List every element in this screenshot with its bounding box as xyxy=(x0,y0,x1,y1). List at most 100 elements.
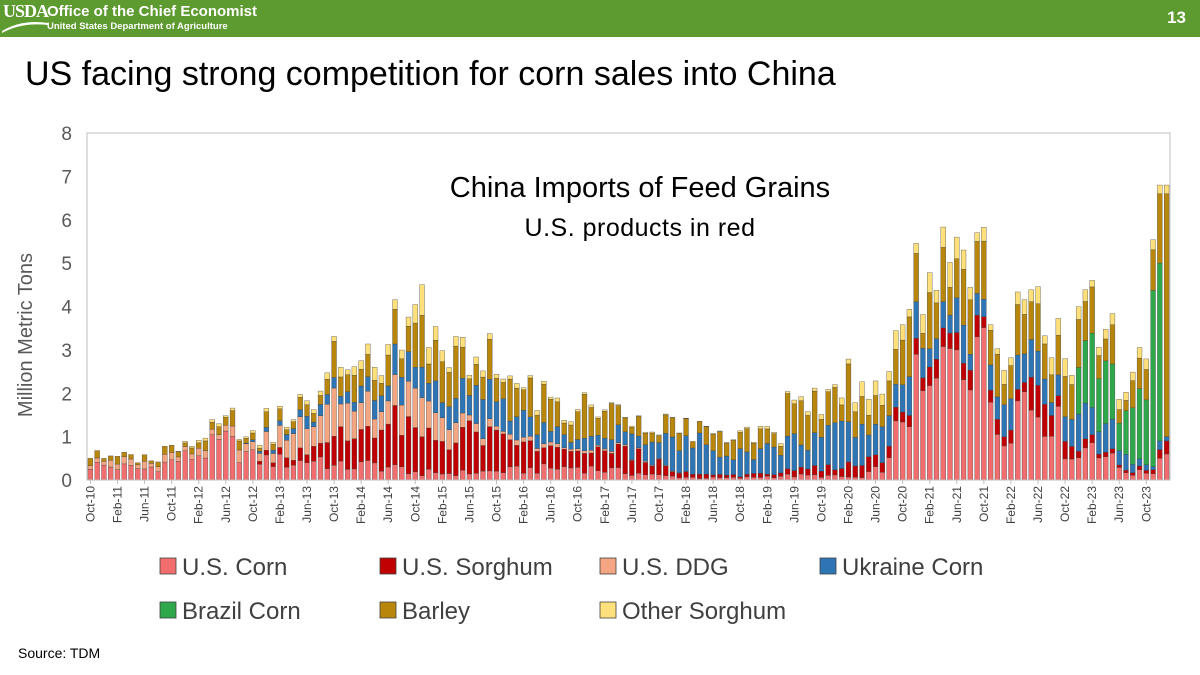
bar-us-sorghum xyxy=(947,332,953,349)
bar-us-sorghum xyxy=(988,389,994,403)
bar-brazil-corn xyxy=(1103,360,1109,424)
bar-other-sorghum xyxy=(825,389,831,392)
bar-ukraine-corn xyxy=(886,415,892,447)
bar-ukraine-corn xyxy=(642,444,649,462)
bar-us-sorghum xyxy=(784,468,791,475)
bar-barley xyxy=(933,302,940,340)
bar-us-sorghum xyxy=(900,411,906,423)
bar-ukraine-corn xyxy=(588,436,594,451)
bar-us-corn xyxy=(825,475,831,481)
bar-barley xyxy=(595,418,601,436)
bar-barley xyxy=(886,380,892,416)
bar-other-sorghum xyxy=(209,419,215,423)
bar-us-sorghum xyxy=(304,454,310,463)
bar-us-sorghum xyxy=(263,450,269,456)
bar-other-sorghum xyxy=(1143,358,1149,370)
bar-other-sorghum xyxy=(886,371,892,382)
bar-other-sorghum xyxy=(466,374,473,380)
bar-us-sorghum xyxy=(764,474,770,477)
bar-ukraine-corn xyxy=(290,428,297,434)
bar-us-corn xyxy=(351,468,357,481)
bar-us-sorghum xyxy=(385,423,391,468)
bar-us-ddg xyxy=(548,441,554,446)
bar-barley xyxy=(608,403,615,441)
bar-us-corn xyxy=(1143,473,1149,481)
bar-other-sorghum xyxy=(223,415,229,418)
bar-other-sorghum xyxy=(1021,299,1028,315)
bar-barley xyxy=(717,431,723,458)
bar-us-sorghum xyxy=(419,436,425,476)
bar-barley xyxy=(784,393,791,437)
bar-other-sorghum xyxy=(202,437,209,442)
bar-us-corn xyxy=(419,475,425,481)
bar-us-sorghum xyxy=(1062,441,1068,460)
bar-us-corn xyxy=(1028,409,1034,481)
bar-us-sorghum xyxy=(527,440,533,468)
bar-ukraine-corn xyxy=(432,380,439,413)
bar-ukraine-corn xyxy=(304,416,310,429)
bar-us-sorghum xyxy=(920,377,926,391)
bar-us-sorghum xyxy=(1116,464,1122,468)
bar-other-sorghum xyxy=(1028,289,1034,302)
bar-barley xyxy=(852,411,858,438)
bar-ukraine-corn xyxy=(487,379,493,419)
bar-barley xyxy=(1062,376,1068,417)
x-tick-label: Feb-13 xyxy=(273,486,287,524)
bar-us-corn xyxy=(967,389,973,481)
bar-us-sorghum xyxy=(744,474,750,477)
bar-us-ddg xyxy=(622,444,628,447)
bar-us-sorghum xyxy=(324,442,330,469)
bar-us-sorghum xyxy=(270,462,276,467)
bar-ukraine-corn xyxy=(1008,398,1014,431)
bar-ukraine-corn xyxy=(751,459,757,474)
bar-us-corn xyxy=(331,465,337,481)
bar-barley xyxy=(432,340,439,382)
y-axis-label: Million Metric Tons xyxy=(15,253,37,417)
bar-us-sorghum xyxy=(818,471,825,478)
bar-other-sorghum xyxy=(798,396,804,401)
chart-subtitle: U.S. products in red xyxy=(525,214,756,242)
bar-us-ddg xyxy=(412,387,418,428)
bar-ukraine-corn xyxy=(344,391,351,404)
bar-barley xyxy=(940,247,946,302)
bar-barley xyxy=(351,374,357,403)
bar-us-corn xyxy=(175,461,181,481)
bar-us-corn xyxy=(426,469,432,481)
bar-us-sorghum xyxy=(1015,389,1021,402)
bar-other-sorghum xyxy=(1116,399,1122,410)
bar-barley xyxy=(229,410,236,427)
bar-other-sorghum xyxy=(1076,306,1082,320)
bar-ukraine-corn xyxy=(988,364,994,391)
bar-us-corn xyxy=(581,473,588,481)
department-name: United States Department of Agriculture xyxy=(47,21,228,32)
bar-ukraine-corn xyxy=(622,431,628,445)
bar-us-sorghum xyxy=(453,442,459,476)
bar-us-corn xyxy=(446,473,452,481)
bar-us-sorghum xyxy=(940,327,946,347)
bar-barley xyxy=(460,346,466,379)
bar-barley xyxy=(507,378,513,422)
bar-us-ddg xyxy=(426,400,432,429)
bar-us-sorghum xyxy=(981,316,987,328)
bar-barley xyxy=(162,446,168,455)
x-tick-label: Oct-21 xyxy=(977,486,991,522)
x-tick-label: Oct-18 xyxy=(733,486,747,522)
bar-ukraine-corn xyxy=(1130,464,1136,473)
bar-other-sorghum xyxy=(487,333,493,340)
bar-barley xyxy=(1021,314,1028,355)
bar-other-sorghum xyxy=(1123,392,1129,401)
legend-swatch-other-sorghum xyxy=(599,601,617,619)
bar-us-ddg xyxy=(331,387,337,437)
bar-ukraine-corn xyxy=(1096,431,1102,455)
bar-us-sorghum xyxy=(812,465,818,475)
chart-title: China Imports of Feed Grains xyxy=(450,172,830,204)
bar-us-sorghum xyxy=(317,442,324,458)
bar-barley xyxy=(500,382,506,399)
bar-us-sorghum xyxy=(615,443,621,468)
bar-other-sorghum xyxy=(412,304,418,324)
bar-us-ddg xyxy=(507,434,513,440)
bar-us-corn xyxy=(365,460,371,481)
bar-us-sorghum xyxy=(913,338,919,355)
bar-us-sorghum xyxy=(879,462,885,473)
bar-barley xyxy=(1123,400,1129,411)
